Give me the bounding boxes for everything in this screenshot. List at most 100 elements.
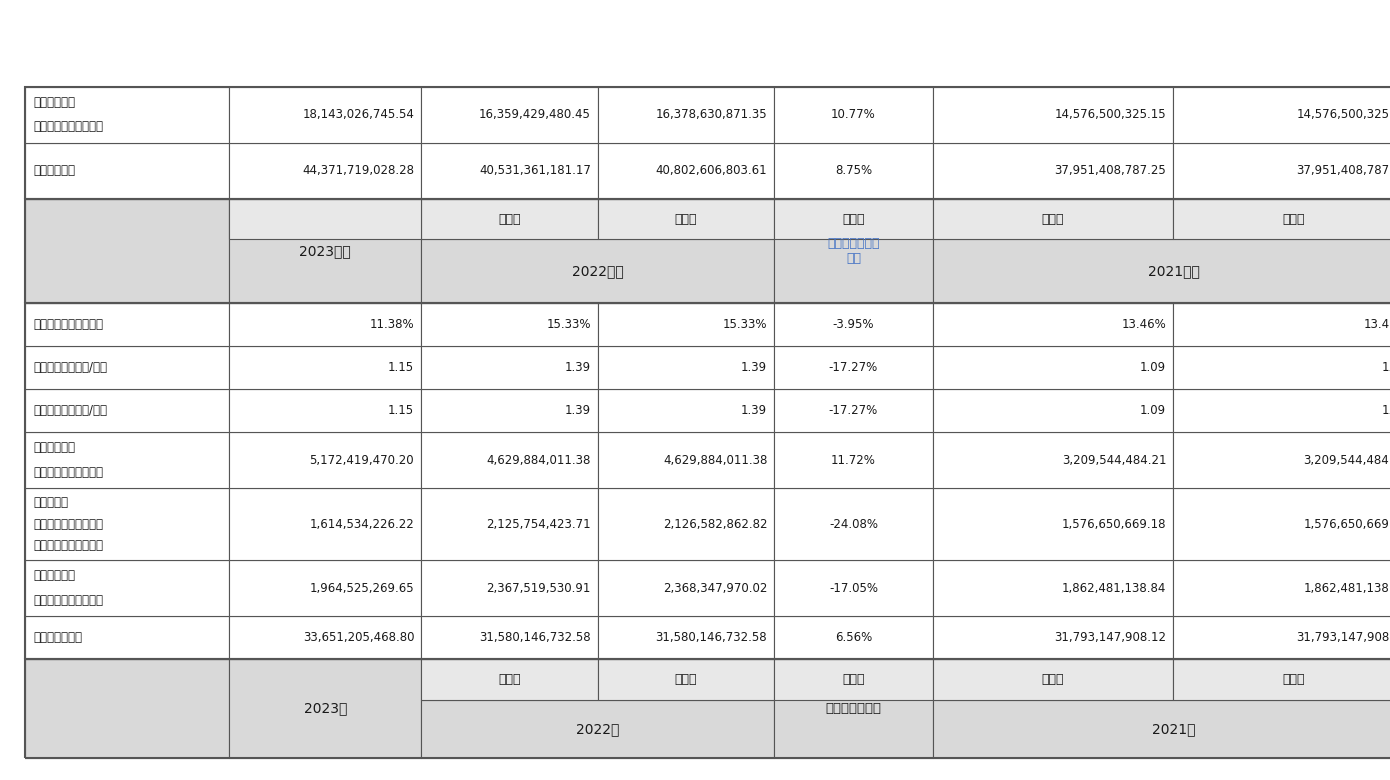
Text: 调整前: 调整前: [1041, 213, 1065, 225]
Text: 14,576,500,325.15: 14,576,500,325.15: [1297, 108, 1390, 121]
Bar: [933, 143, 1173, 199]
Bar: [598, 389, 774, 432]
Bar: [1173, 143, 1390, 199]
Bar: [598, 199, 774, 239]
Text: 40,531,361,181.17: 40,531,361,181.17: [480, 165, 591, 177]
Bar: [933, 199, 1173, 239]
Bar: [774, 87, 933, 143]
Text: 18,143,026,745.54: 18,143,026,745.54: [303, 108, 414, 121]
Bar: [598, 143, 774, 199]
Text: 1.39: 1.39: [741, 361, 767, 374]
Text: 1,576,650,669.18: 1,576,650,669.18: [1062, 518, 1166, 530]
Text: 1.09: 1.09: [1382, 361, 1390, 374]
Text: 1,862,481,138.84: 1,862,481,138.84: [1062, 582, 1166, 594]
Text: -3.95%: -3.95%: [833, 318, 874, 331]
Bar: [229, 616, 421, 659]
Text: 调整后: 调整后: [842, 673, 865, 686]
Text: 2,125,754,423.71: 2,125,754,423.71: [486, 518, 591, 530]
Bar: [25, 87, 229, 143]
Bar: [774, 303, 933, 346]
Bar: [25, 346, 229, 389]
Bar: [421, 389, 598, 432]
Text: -24.08%: -24.08%: [828, 518, 878, 530]
Text: 6.56%: 6.56%: [835, 631, 872, 644]
Bar: [933, 87, 1173, 143]
Bar: [1173, 432, 1390, 488]
Text: 1.39: 1.39: [564, 361, 591, 374]
Bar: [229, 303, 421, 346]
Bar: [598, 488, 774, 560]
Bar: [25, 389, 229, 432]
Bar: [598, 616, 774, 659]
Bar: [933, 700, 1390, 758]
Text: 2023年末: 2023年末: [299, 244, 352, 258]
Bar: [229, 143, 421, 199]
Bar: [1173, 659, 1390, 700]
Text: 33,651,205,468.80: 33,651,205,468.80: [303, 631, 414, 644]
Bar: [421, 303, 598, 346]
Bar: [229, 432, 421, 488]
Bar: [229, 346, 421, 389]
Text: 31,793,147,908.12: 31,793,147,908.12: [1295, 631, 1390, 644]
Bar: [421, 432, 598, 488]
Text: 调整前: 调整前: [498, 673, 521, 686]
Text: 调整后: 调整后: [1283, 213, 1305, 225]
Text: -17.05%: -17.05%: [828, 582, 878, 594]
Text: 8.75%: 8.75%: [835, 165, 872, 177]
Text: 调整前: 调整前: [1041, 673, 1065, 686]
Text: 2,126,582,862.82: 2,126,582,862.82: [663, 518, 767, 530]
Bar: [933, 239, 1390, 303]
Bar: [25, 303, 1390, 659]
Bar: [25, 199, 229, 303]
Text: 2021年: 2021年: [1152, 722, 1195, 736]
Text: 4,629,884,011.38: 4,629,884,011.38: [486, 454, 591, 466]
Text: 13.46%: 13.46%: [1122, 318, 1166, 331]
Text: 15.33%: 15.33%: [546, 318, 591, 331]
Text: 16,378,630,871.35: 16,378,630,871.35: [656, 108, 767, 121]
Text: 16,359,429,480.45: 16,359,429,480.45: [480, 108, 591, 121]
Bar: [933, 432, 1173, 488]
Bar: [421, 143, 598, 199]
Bar: [933, 616, 1173, 659]
Text: 营业收入（元）: 营业收入（元）: [33, 631, 82, 644]
Bar: [25, 659, 229, 758]
Bar: [25, 488, 229, 560]
Text: 11.38%: 11.38%: [370, 318, 414, 331]
Bar: [25, 87, 1390, 199]
Bar: [229, 199, 421, 239]
Bar: [1173, 87, 1390, 143]
Text: 31,580,146,732.58: 31,580,146,732.58: [480, 631, 591, 644]
Bar: [421, 488, 598, 560]
Text: 2022年: 2022年: [575, 722, 620, 736]
Bar: [25, 303, 229, 346]
Text: 总资产（元）: 总资产（元）: [33, 165, 75, 177]
Bar: [25, 616, 229, 659]
Bar: [598, 346, 774, 389]
Text: 经营活动产生的现金流: 经营活动产生的现金流: [33, 466, 103, 479]
Text: 37,951,408,787.25: 37,951,408,787.25: [1055, 165, 1166, 177]
Bar: [1173, 560, 1390, 616]
Text: 10.77%: 10.77%: [831, 108, 876, 121]
Text: 调整后: 调整后: [1283, 673, 1305, 686]
Text: 2021年末: 2021年末: [1148, 264, 1200, 278]
Text: 1,614,534,226.22: 1,614,534,226.22: [310, 518, 414, 530]
Text: 1.09: 1.09: [1140, 404, 1166, 417]
Text: 15.33%: 15.33%: [723, 318, 767, 331]
Bar: [421, 616, 598, 659]
Text: 归属于上市公司股东的: 归属于上市公司股东的: [33, 540, 103, 552]
Bar: [421, 239, 774, 303]
Text: 净利润（元）: 净利润（元）: [33, 569, 75, 583]
Text: 37,951,408,787.25: 37,951,408,787.25: [1297, 165, 1390, 177]
Bar: [774, 389, 933, 432]
Text: 5,172,419,470.20: 5,172,419,470.20: [310, 454, 414, 466]
Bar: [774, 346, 933, 389]
Text: 40,802,606,803.61: 40,802,606,803.61: [656, 165, 767, 177]
Bar: [774, 616, 933, 659]
Text: 31,793,147,908.12: 31,793,147,908.12: [1054, 631, 1166, 644]
Bar: [229, 87, 421, 143]
Bar: [933, 659, 1173, 700]
Bar: [421, 87, 598, 143]
Text: 1.39: 1.39: [741, 404, 767, 417]
Bar: [25, 143, 229, 199]
Bar: [25, 432, 229, 488]
